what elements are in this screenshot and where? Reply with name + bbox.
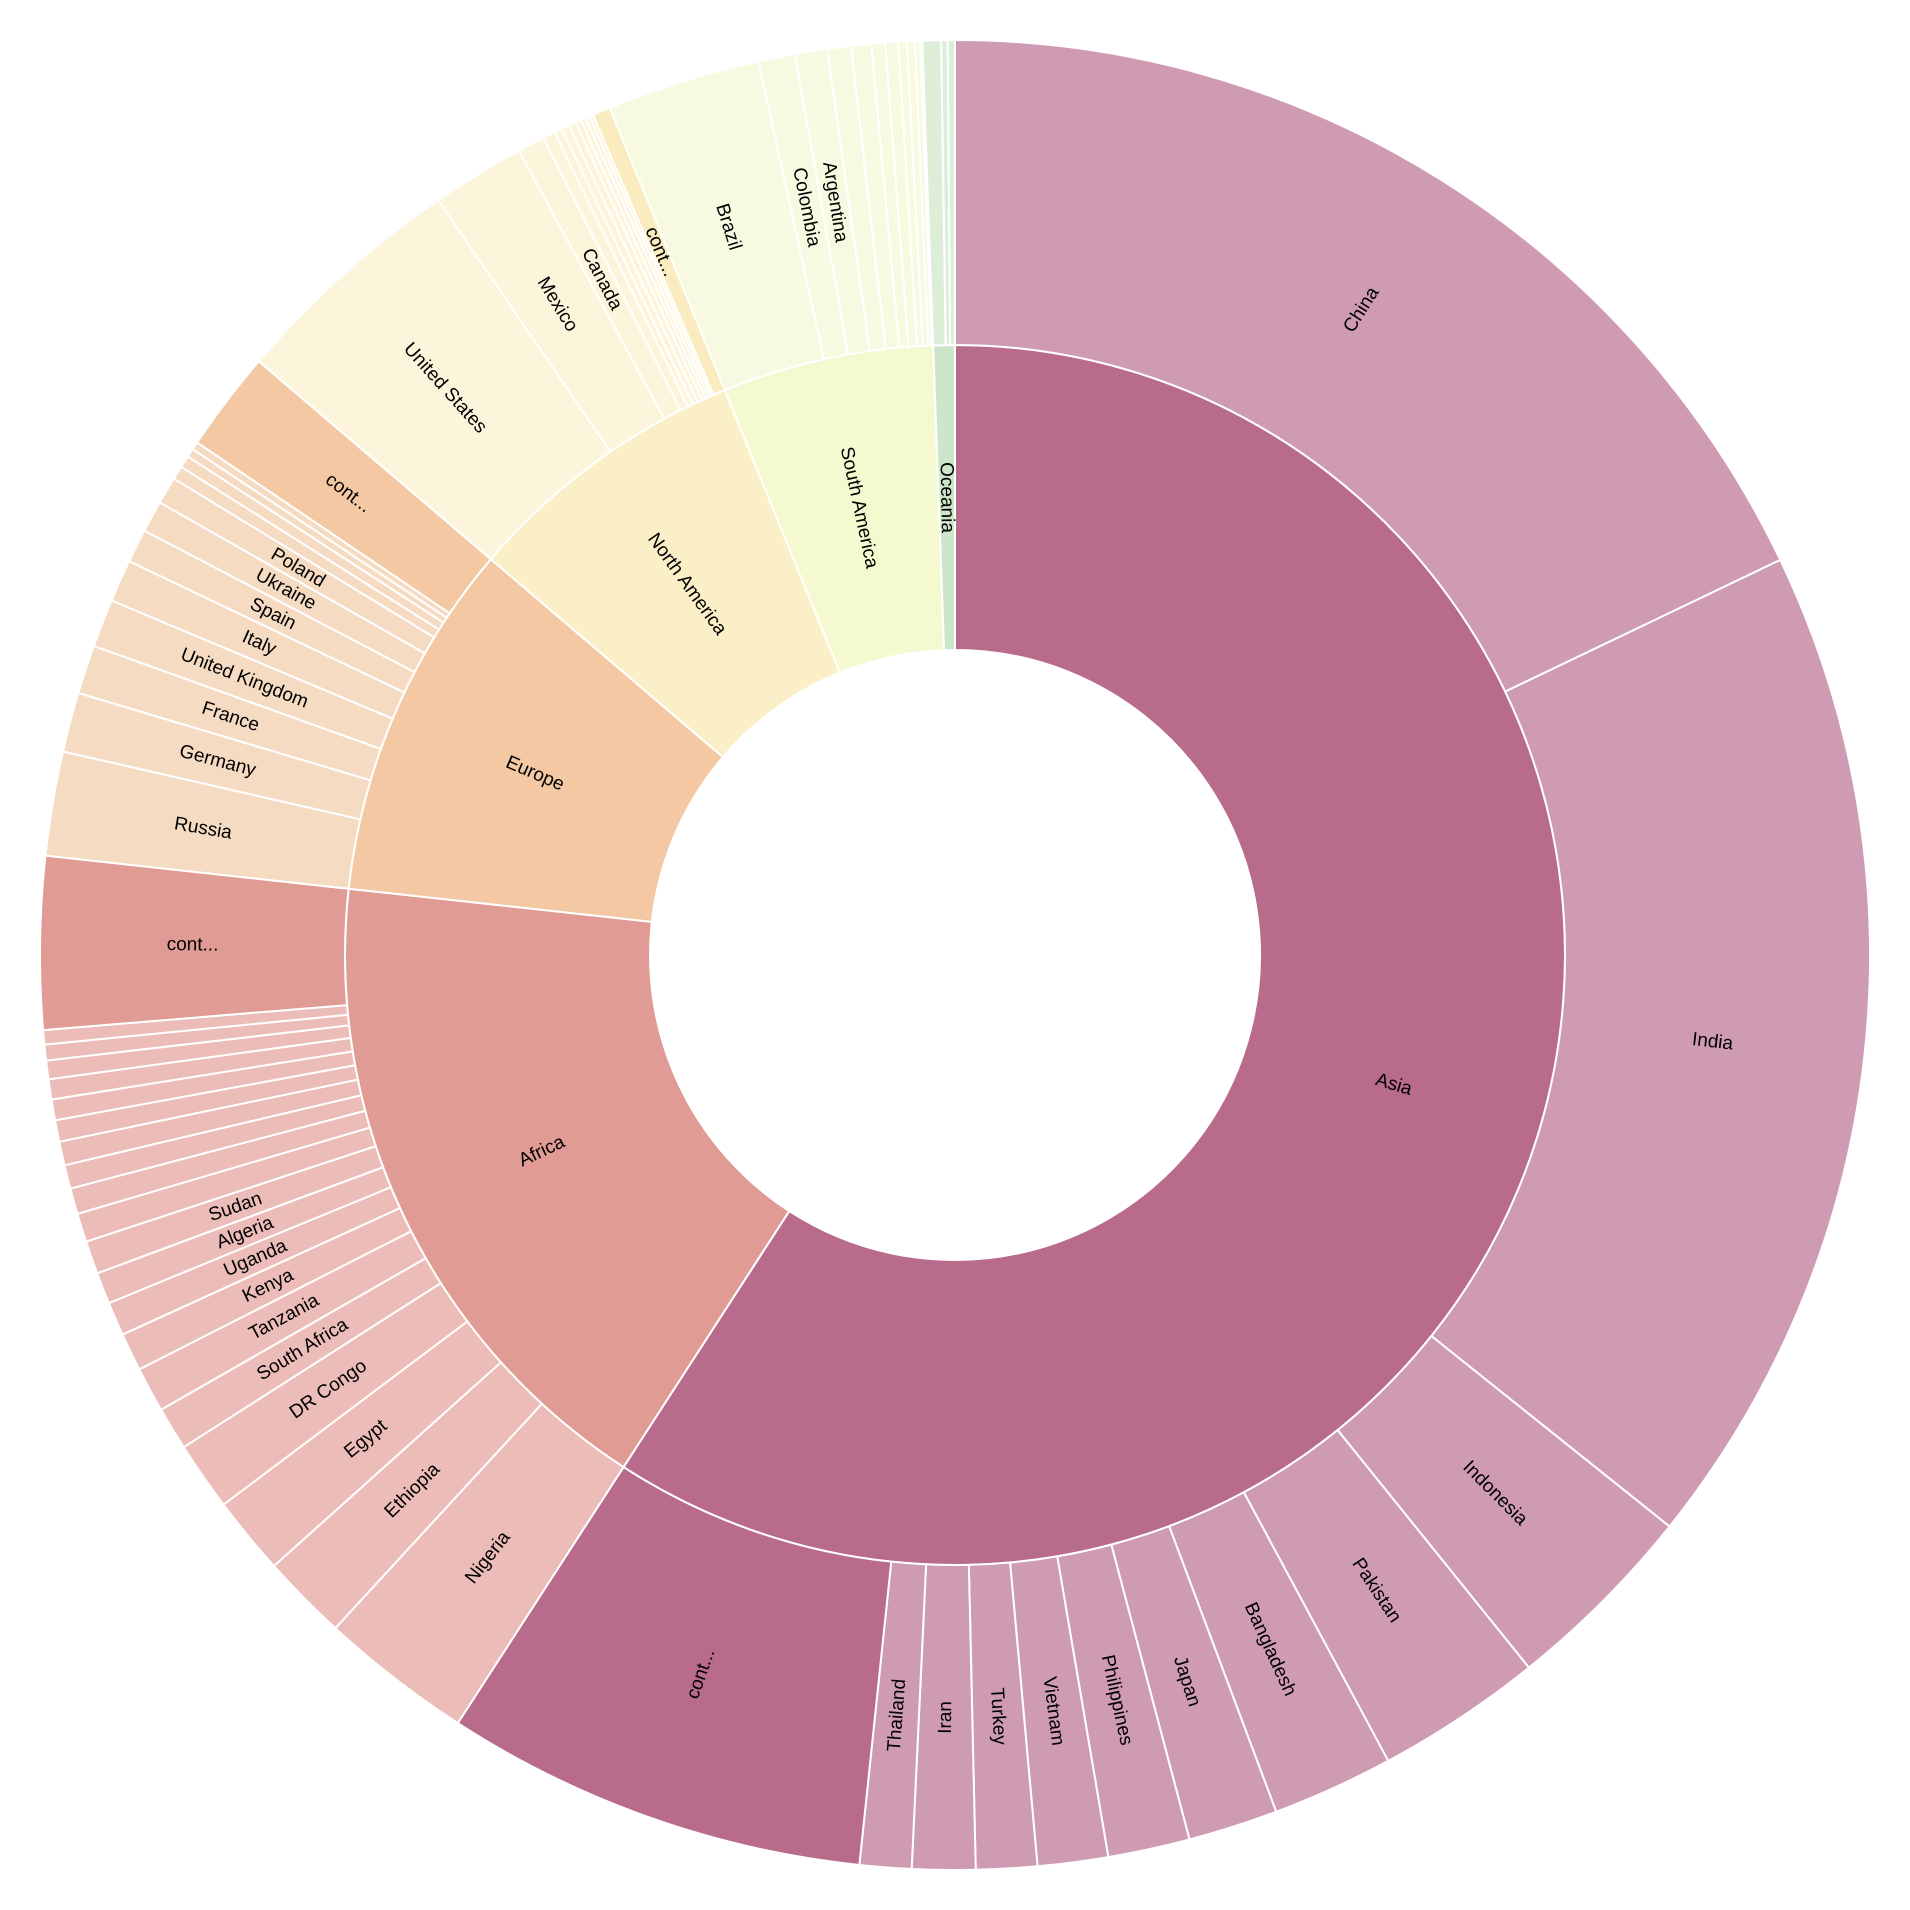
country-segment-asia-india — [1429, 558, 1871, 1528]
continent-ring — [344, 343, 1566, 1566]
country-label-iran: Iran — [935, 1701, 956, 1734]
cont-label-africa: cont... — [167, 934, 219, 956]
country-segment-oceania-item-3 — [946, 38, 956, 347]
country-ring — [39, 38, 1871, 1871]
country-label-turkey: Turkey — [986, 1687, 1010, 1746]
continent-label-oceania: Oceania — [936, 462, 958, 534]
country-label-india: India — [1691, 1029, 1735, 1055]
country-segment-asia-china — [954, 38, 1782, 693]
